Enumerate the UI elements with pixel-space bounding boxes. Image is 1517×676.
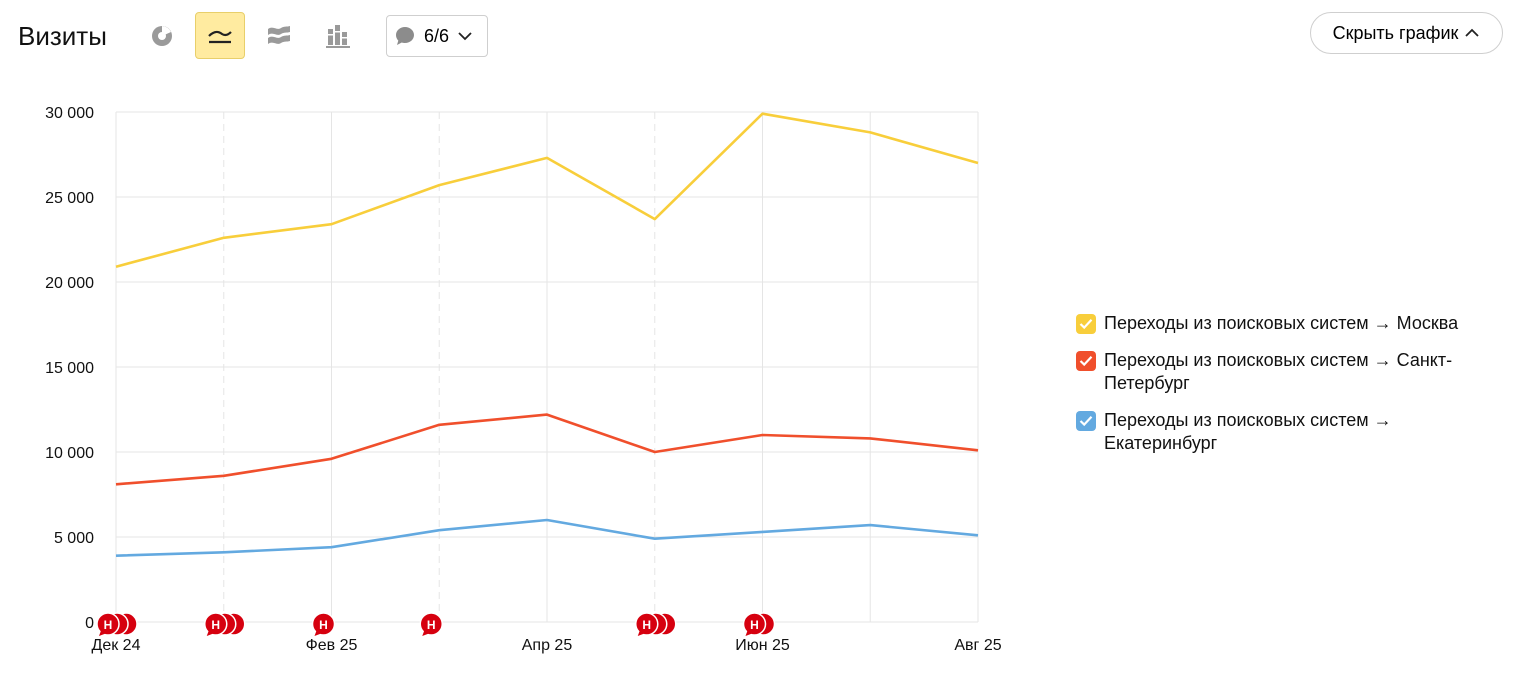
legend-label: Переходы из поисковых систем → Санкт-Пет… <box>1104 350 1453 393</box>
y-tick-label: 5 000 <box>54 530 94 547</box>
note-marker-tail <box>206 628 215 636</box>
legend-label: Переходы из поисковых систем → Екатеринб… <box>1104 410 1392 453</box>
comment-icon <box>396 27 414 45</box>
x-tick-label: Дек 24 <box>92 637 141 654</box>
series-line-1 <box>115 413 979 486</box>
note-marker-letter: Н <box>427 618 436 632</box>
checkbox-checked-icon[interactable] <box>1076 411 1096 431</box>
legend-item-moscow[interactable]: Переходы из поисковых систем → Москва <box>1076 312 1496 335</box>
legend-item-saint-petersburg[interactable]: Переходы из поисковых систем → Санкт-Пет… <box>1076 349 1496 395</box>
line-chart-icon <box>208 30 232 43</box>
legend-item-yekaterinburg[interactable]: Переходы из поисковых систем → Екатеринб… <box>1076 409 1496 455</box>
y-tick-label: 30 000 <box>45 105 94 122</box>
area-chart-icon <box>268 25 290 44</box>
note-marker-tail <box>99 628 107 636</box>
pie-chart-button[interactable] <box>137 12 187 59</box>
chart-legend: Переходы из поисковых систем → Москва Пе… <box>1076 312 1496 469</box>
bar-chart-button[interactable] <box>313 12 363 59</box>
notes-filter-button[interactable]: 6/6 <box>386 15 488 57</box>
bar-chart-icon <box>326 24 350 48</box>
note-marker-letter: Н <box>750 618 759 632</box>
checkbox-checked-icon[interactable] <box>1076 351 1096 371</box>
chart-title: Визиты <box>18 21 107 51</box>
note-marker-letter: Н <box>319 618 328 632</box>
hide-chart-button[interactable]: Скрыть график <box>1310 12 1503 54</box>
note-marker-letter: Н <box>642 618 651 632</box>
chevron-up-icon <box>1465 28 1480 37</box>
notes-filter-label: 6/6 <box>424 25 450 46</box>
x-tick-label: Авг 25 <box>954 637 1001 654</box>
legend-label: Переходы из поисковых систем → Москва <box>1104 313 1459 333</box>
area-chart-button[interactable] <box>254 12 304 59</box>
x-tick-label: Апр 25 <box>522 637 573 654</box>
x-tick-label: Июн 25 <box>735 637 790 654</box>
series-line-0 <box>115 112 979 268</box>
hide-chart-label: Скрыть график <box>1332 22 1459 43</box>
checkbox-checked-icon[interactable] <box>1076 314 1096 334</box>
y-tick-label: 0 <box>85 615 94 632</box>
note-marker-tail <box>745 628 754 636</box>
chevron-down-icon <box>458 32 472 41</box>
series-line-2 <box>115 518 979 557</box>
note-marker-tail <box>637 628 646 636</box>
pie-chart-icon <box>152 25 172 46</box>
note-marker-letter: Н <box>104 618 113 632</box>
y-tick-label: 25 000 <box>45 190 94 207</box>
note-marker-tail <box>422 628 431 636</box>
line-chart-button[interactable] <box>195 12 245 59</box>
y-tick-label: 10 000 <box>45 445 94 462</box>
note-marker-letter: Н <box>211 618 220 632</box>
y-tick-label: 15 000 <box>45 360 94 377</box>
chart-toolbar: Визиты 6/ <box>0 0 1517 72</box>
visits-line-chart: 0 5 000 10 000 15 000 20 000 25 000 30 000 Н Н Н Н… <box>45 105 1002 654</box>
note-marker-tail <box>314 628 323 636</box>
x-tick-label: Фев 25 <box>306 637 358 654</box>
y-tick-label: 20 000 <box>45 275 94 292</box>
